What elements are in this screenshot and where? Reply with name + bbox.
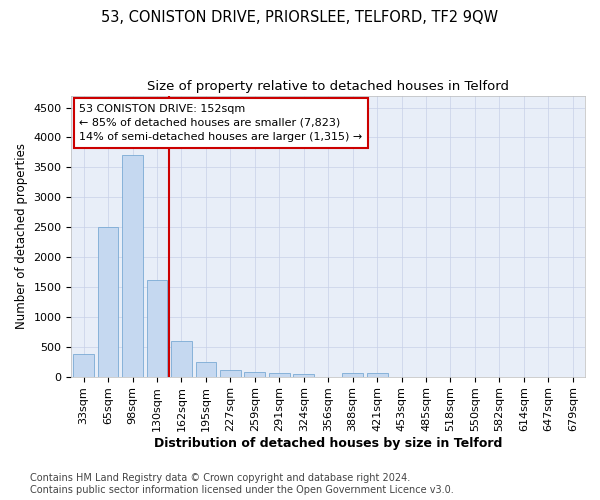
- Bar: [220, 370, 241, 376]
- Bar: [244, 372, 265, 376]
- Bar: [367, 373, 388, 376]
- Title: Size of property relative to detached houses in Telford: Size of property relative to detached ho…: [147, 80, 509, 93]
- Bar: [196, 362, 217, 376]
- X-axis label: Distribution of detached houses by size in Telford: Distribution of detached houses by size …: [154, 437, 502, 450]
- Text: 53 CONISTON DRIVE: 152sqm
← 85% of detached houses are smaller (7,823)
14% of se: 53 CONISTON DRIVE: 152sqm ← 85% of detac…: [79, 104, 362, 142]
- Bar: [342, 374, 363, 376]
- Text: 53, CONISTON DRIVE, PRIORSLEE, TELFORD, TF2 9QW: 53, CONISTON DRIVE, PRIORSLEE, TELFORD, …: [101, 10, 499, 25]
- Y-axis label: Number of detached properties: Number of detached properties: [15, 143, 28, 329]
- Bar: [98, 227, 118, 376]
- Bar: [269, 374, 290, 376]
- Bar: [293, 374, 314, 376]
- Bar: [146, 280, 167, 376]
- Text: Contains HM Land Registry data © Crown copyright and database right 2024.
Contai: Contains HM Land Registry data © Crown c…: [30, 474, 454, 495]
- Bar: [171, 342, 192, 376]
- Bar: [122, 156, 143, 376]
- Bar: [73, 354, 94, 376]
